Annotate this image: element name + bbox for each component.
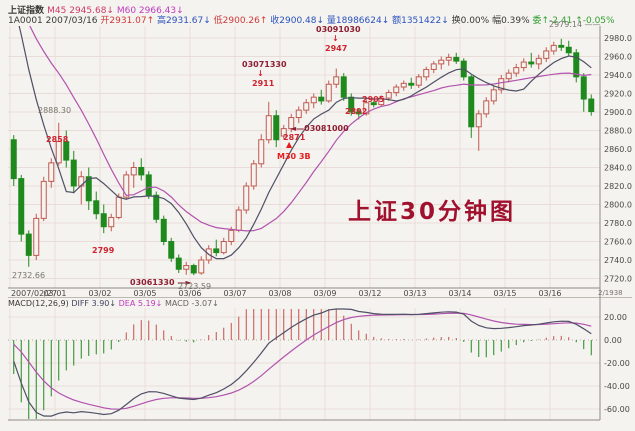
svg-text:2960.0: 2960.0 — [604, 53, 632, 62]
chart-annotation: 2979.14 —— — [549, 20, 601, 29]
quote-header-field: 低2900.26↑ — [213, 16, 271, 26]
svg-text:03/12: 03/12 — [358, 289, 381, 298]
svg-text:03/06: 03/06 — [178, 289, 201, 298]
chart-annotation: 2871 — [283, 133, 306, 142]
chart-title-overlay: 上证30分钟图 — [348, 199, 517, 225]
svg-text:03/16: 03/16 — [538, 289, 561, 298]
quote-header-field: 开2931.07↑ — [100, 16, 158, 26]
chart-annotation: 2888.30 — [38, 106, 72, 115]
chart-annotation: 03071330 — [242, 60, 287, 69]
quote-header-line1: 上证指数 M45 2945.68↓ M60 2966.43↓ — [8, 3, 184, 16]
chart-annotation: 2905 — [362, 95, 385, 104]
page-indicator: 2/1938 — [598, 289, 623, 297]
quote-header-field: 1A0001 2007/03/16 — [8, 16, 101, 26]
svg-text:2920.0: 2920.0 — [604, 90, 632, 99]
svg-text:-60.00: -60.00 — [604, 405, 630, 414]
chart-annotation: M30 3B — [277, 152, 311, 161]
chart-annotation: 2723.59 — [178, 282, 212, 291]
svg-text:0.00: 0.00 — [604, 336, 622, 345]
svg-text:2940.0: 2940.0 — [604, 71, 632, 80]
svg-text:2840.0: 2840.0 — [604, 164, 632, 173]
svg-text:03/05: 03/05 — [133, 289, 156, 298]
svg-text:2820.0: 2820.0 — [604, 182, 632, 191]
quote-header-field: 换0.00% — [451, 16, 493, 26]
quote-header-field: M45 2945.68↓ — [47, 6, 117, 16]
svg-text:2780.0: 2780.0 — [604, 219, 632, 228]
svg-text:20.00: 20.00 — [604, 313, 627, 322]
quote-header-field: 委↑-2.41 ↑-0.05% — [532, 16, 615, 26]
chart-annotation: 2858 — [46, 135, 69, 144]
svg-text:2720.0: 2720.0 — [604, 275, 632, 284]
chart-annotation: 2947 — [325, 44, 348, 53]
quote-header-field: 收2900.48↓ — [270, 16, 327, 26]
chart-annotation: 2911 — [252, 79, 275, 88]
macd-label-field: DEA 5.19↓ — [118, 299, 165, 308]
chart-annotation: 03061330 —► — [130, 278, 192, 287]
svg-text:-40.00: -40.00 — [604, 382, 630, 391]
chart-annotation: ▲ — [286, 140, 293, 149]
quote-header-field: 量18986624↓ — [326, 16, 393, 26]
macd-label-field: MACD -3.07↓ — [164, 299, 219, 308]
svg-text:03/08: 03/08 — [268, 289, 291, 298]
svg-text:03/01: 03/01 — [43, 289, 66, 298]
svg-text:03/13: 03/13 — [403, 289, 426, 298]
chart-annotation: 2799 — [92, 246, 115, 255]
svg-text:2760.0: 2760.0 — [604, 238, 632, 247]
quote-header-field: 幅0.39% — [492, 16, 533, 26]
quote-header-field: M60 2966.43↓ — [116, 6, 184, 16]
macd-label-field: MACD(12,26,9) — [8, 299, 72, 308]
svg-text:2860.0: 2860.0 — [604, 145, 632, 154]
svg-text:03/02: 03/02 — [88, 289, 111, 298]
svg-text:03/15: 03/15 — [493, 289, 516, 298]
macd-label-field: DIFF 3.90↓ — [71, 299, 119, 308]
chart-annotation: ◄—03081000 — [290, 124, 349, 133]
chart-annotation: 03091030 — [316, 25, 361, 34]
chart-annotation: 2732.66 — [12, 271, 46, 280]
quote-header-field: 额1351422↓ — [392, 16, 452, 26]
chart-annotation: 2892 — [345, 107, 368, 116]
quote-header-field: 高2931.67↓ — [157, 16, 214, 26]
svg-text:2740.0: 2740.0 — [604, 256, 632, 265]
svg-text:2007/02/27: 2007/02/27 — [11, 289, 57, 298]
svg-text:03/07: 03/07 — [223, 289, 246, 298]
quote-header-line2: 1A0001 2007/03/16 开2931.07↑ 高2931.67↓ 低2… — [8, 13, 615, 26]
quote-header-field: 上证指数 — [8, 6, 48, 16]
svg-text:2900.0: 2900.0 — [604, 108, 632, 117]
svg-text:2800.0: 2800.0 — [604, 201, 632, 210]
chart-annotation: ↓ — [257, 69, 264, 78]
svg-text:03/09: 03/09 — [313, 289, 336, 298]
svg-text:2980.0: 2980.0 — [604, 34, 632, 43]
svg-text:-20.00: -20.00 — [604, 359, 630, 368]
macd-indicator-label: MACD(12,26,9) DIFF 3.90↓ DEA 5.19↓ MACD … — [8, 299, 219, 308]
svg-text:03/14: 03/14 — [448, 289, 471, 298]
chart-annotation: ↓ — [332, 34, 339, 43]
svg-text:2880.0: 2880.0 — [604, 127, 632, 136]
